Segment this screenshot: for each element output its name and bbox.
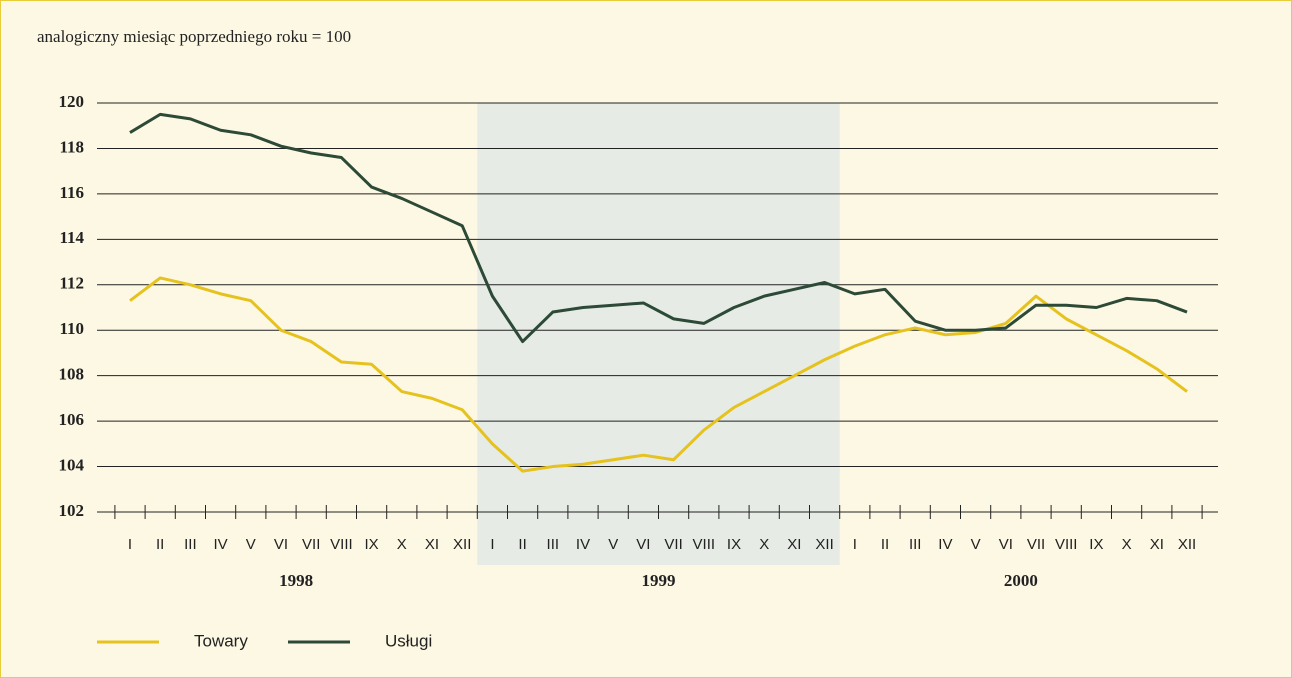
x-tick-label: XII xyxy=(1178,536,1196,553)
x-tick-label: VI xyxy=(274,536,288,553)
x-tick-label: XII xyxy=(815,536,833,553)
legend-label: Usługi xyxy=(385,631,432,650)
x-tick-label: I xyxy=(128,536,132,553)
y-tick-label: 102 xyxy=(59,501,85,520)
x-tick-label: IX xyxy=(727,536,741,553)
y-tick-label: 118 xyxy=(59,137,84,156)
x-tick-label: VI xyxy=(636,536,650,553)
highlight-band xyxy=(477,103,840,565)
legend-label: Towary xyxy=(194,631,248,650)
y-tick-label: 106 xyxy=(59,410,85,429)
x-tick-label: X xyxy=(759,536,769,553)
x-tick-label: X xyxy=(1122,536,1132,553)
y-tick-label: 120 xyxy=(59,92,85,111)
x-tick-label: IX xyxy=(365,536,379,553)
y-tick-label: 112 xyxy=(59,274,84,293)
x-tick-label: XI xyxy=(425,536,439,553)
x-tick-label: VIII xyxy=(693,536,716,553)
x-tick-label: IX xyxy=(1089,536,1103,553)
series-line xyxy=(129,276,1188,473)
x-tick-label: IV xyxy=(576,536,590,553)
chart-title: analogiczny miesiąc poprzedniego roku = … xyxy=(37,27,351,46)
year-label: 1999 xyxy=(642,571,676,590)
x-tick-label: II xyxy=(518,536,526,553)
x-tick-label: I xyxy=(490,536,494,553)
y-tick-label: 110 xyxy=(59,319,84,338)
year-label: 2000 xyxy=(1004,571,1038,590)
x-tick-label: XII xyxy=(453,536,471,553)
x-tick-label: III xyxy=(184,536,197,553)
x-tick-label: V xyxy=(971,536,981,553)
x-tick-label: VII xyxy=(302,536,320,553)
x-tick-label: VIII xyxy=(330,536,353,553)
x-tick-label: XI xyxy=(787,536,801,553)
x-tick-label: II xyxy=(156,536,164,553)
y-tick-label: 108 xyxy=(59,365,85,384)
x-tick-label: IV xyxy=(214,536,228,553)
x-tick-label: VIII xyxy=(1055,536,1078,553)
x-tick-label: V xyxy=(246,536,256,553)
x-tick-label: III xyxy=(909,536,922,553)
x-tick-label: III xyxy=(547,536,560,553)
x-tick-label: II xyxy=(881,536,889,553)
x-tick-label: V xyxy=(608,536,618,553)
x-tick-label: I xyxy=(853,536,857,553)
x-tick-label: IV xyxy=(938,536,952,553)
y-tick-label: 116 xyxy=(59,183,84,202)
y-tick-label: 114 xyxy=(59,228,84,247)
x-tick-label: VII xyxy=(664,536,682,553)
y-tick-label: 104 xyxy=(59,455,85,474)
x-tick-label: XI xyxy=(1150,536,1164,553)
year-label: 1998 xyxy=(279,571,313,590)
series-line xyxy=(129,112,1188,344)
x-tick-label: X xyxy=(397,536,407,553)
x-tick-label: VI xyxy=(999,536,1013,553)
x-tick-label: VII xyxy=(1027,536,1045,553)
